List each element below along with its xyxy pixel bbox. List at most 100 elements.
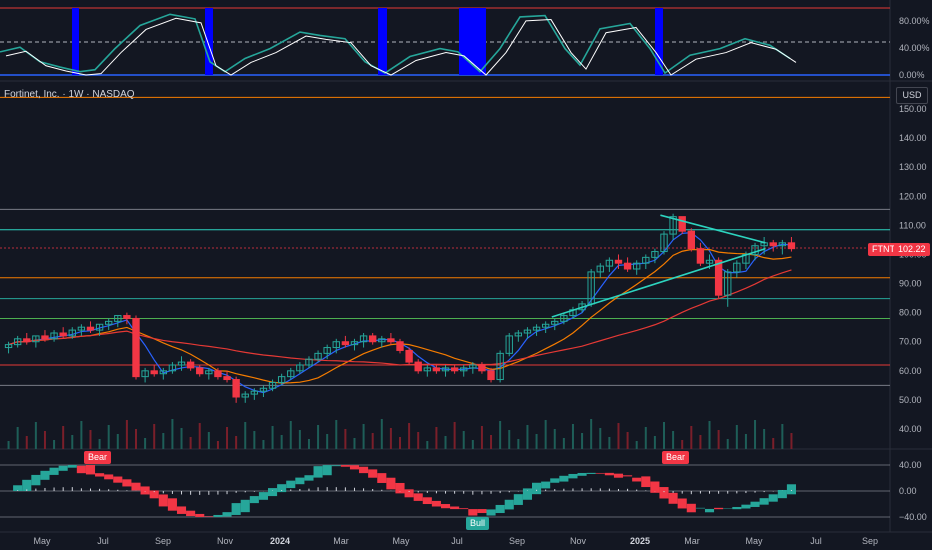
volume-bar-35 — [326, 434, 329, 449]
candle-body-8 — [77, 326, 86, 331]
price-tick-1: 140.00 — [899, 133, 927, 143]
candle-body-33 — [305, 358, 313, 366]
volume-bar-46 — [426, 441, 429, 449]
volume-bar-75 — [690, 426, 693, 449]
candle-body-59 — [541, 323, 550, 328]
candle-body-12 — [114, 315, 122, 322]
price-tick-3: 120.00 — [899, 191, 927, 201]
volume-bar-1 — [16, 427, 19, 449]
candle-body-24 — [223, 376, 231, 381]
volume-bar-65 — [599, 428, 602, 449]
volume-bar-59 — [544, 420, 547, 449]
osc-top-level-1: 40.00% — [899, 43, 930, 53]
price-tick-11: 40.00 — [899, 424, 922, 434]
candle-body-23 — [214, 370, 222, 378]
candle-body-0 — [4, 344, 13, 349]
candle-body-72 — [660, 233, 668, 253]
candle-body-16 — [150, 370, 158, 375]
candle-body-69 — [633, 262, 641, 270]
volume-bar-44 — [408, 423, 411, 449]
volume-bar-33 — [307, 439, 310, 449]
volume-bar-55 — [508, 430, 511, 449]
volume-bar-78 — [717, 430, 720, 449]
candle-body-18 — [168, 364, 177, 372]
osc-top-level-2: 0.00% — [899, 70, 925, 80]
candle-body-40 — [369, 335, 377, 343]
volume-bar-28 — [262, 440, 265, 449]
volume-bar-81 — [744, 434, 747, 449]
candle-body-42 — [387, 338, 395, 343]
bear-label-1: Bear — [84, 451, 112, 464]
candle-body-13 — [123, 315, 131, 319]
volume-bar-54 — [499, 421, 502, 449]
osc-top-oversold-zone-1 — [72, 8, 79, 75]
volume-bar-5 — [53, 440, 56, 449]
volume-bar-37 — [344, 429, 347, 449]
candle-body-45 — [414, 361, 422, 372]
ma-fast-line — [8, 232, 792, 394]
candle-body-65 — [596, 265, 604, 273]
volume-bar-58 — [535, 434, 538, 449]
volume-bar-67 — [617, 423, 620, 449]
candle-body-35 — [323, 347, 331, 354]
candle-body-9 — [86, 326, 95, 331]
candle-body-6 — [59, 332, 67, 337]
time-tick-12: May — [745, 536, 763, 546]
candle-body-19 — [177, 361, 186, 366]
candle-body-10 — [95, 323, 104, 331]
volume-bar-18 — [171, 419, 174, 449]
volume-bar-82 — [754, 420, 757, 449]
price-tick-7: 80.00 — [899, 308, 922, 318]
candle-body-15 — [141, 370, 149, 378]
candle-body-39 — [359, 335, 368, 343]
currency-button[interactable]: USD — [896, 87, 928, 104]
volume-bar-76 — [699, 435, 702, 449]
candle-body-2 — [23, 338, 31, 343]
candle-body-37 — [341, 341, 350, 346]
price-tick-4: 110.00 — [899, 220, 926, 230]
candle-body-60 — [551, 320, 559, 325]
volume-bar-47 — [435, 427, 438, 449]
symbol-title: Fortinet, Inc. · 1W · NASDAQ — [4, 89, 135, 100]
last-price-tag: 102.22 — [894, 243, 930, 256]
osc-bottom-level-1: 0.00 — [899, 486, 917, 496]
candle-body-43 — [396, 341, 404, 351]
osc-top-fast-line — [0, 13, 791, 75]
candle-body-57 — [523, 329, 532, 334]
osc-top-slow-line — [5, 17, 797, 76]
candle-body-56 — [514, 332, 523, 337]
candle-body-75 — [687, 230, 695, 250]
volume-bar-21 — [198, 423, 201, 449]
candle-body-86 — [787, 242, 796, 250]
volume-bar-42 — [389, 428, 392, 449]
candle-body-82 — [751, 245, 759, 255]
candle-body-52 — [478, 364, 486, 372]
price-tick-0: 150.00 — [899, 104, 927, 114]
candle-body-30 — [277, 376, 286, 383]
volume-bar-66 — [608, 437, 611, 449]
osc-top-oversold-zone-5 — [655, 8, 663, 75]
volume-bar-80 — [735, 425, 738, 449]
volume-bar-69 — [635, 441, 638, 449]
candle-body-14 — [132, 317, 140, 378]
volume-bar-77 — [708, 421, 711, 449]
candle-body-50 — [460, 367, 468, 372]
osc-top-oversold-zone-3 — [378, 8, 387, 75]
time-tick-5: Mar — [333, 536, 349, 546]
volume-bar-56 — [517, 439, 520, 449]
candle-body-3 — [32, 335, 40, 343]
volume-bar-19 — [180, 428, 183, 449]
candle-body-11 — [105, 320, 113, 325]
volume-bar-61 — [562, 438, 565, 449]
candle-body-17 — [159, 370, 167, 375]
volume-bar-83 — [763, 429, 766, 449]
candle-body-54 — [496, 352, 504, 381]
triangle-lower-line — [551, 247, 766, 318]
volume-bar-79 — [726, 439, 729, 449]
price-tick-10: 50.00 — [899, 395, 922, 405]
volume-bar-84 — [772, 438, 775, 449]
volume-bar-48 — [444, 436, 447, 449]
candle-body-78 — [714, 259, 723, 296]
volume-bar-32 — [298, 430, 301, 449]
